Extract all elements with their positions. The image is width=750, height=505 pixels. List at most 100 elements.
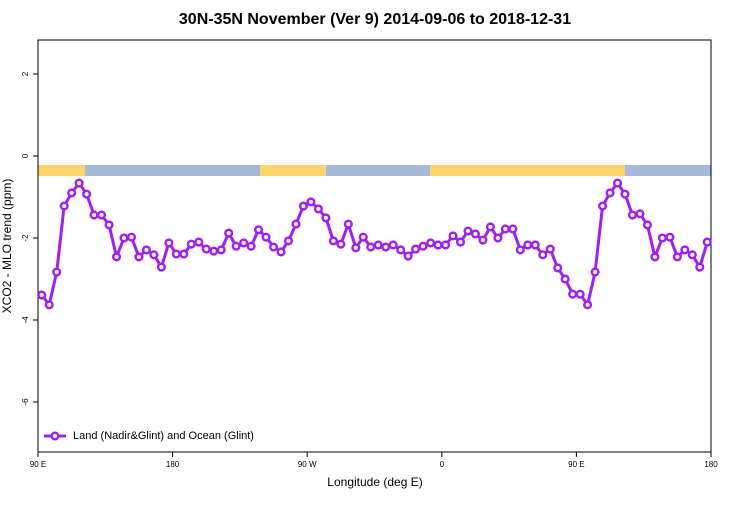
data-point xyxy=(104,220,114,230)
data-point xyxy=(418,241,428,251)
data-point xyxy=(224,228,234,238)
data-point xyxy=(657,233,667,243)
data-point xyxy=(313,204,323,214)
data-point xyxy=(448,231,458,241)
data-point xyxy=(216,245,226,255)
data-point xyxy=(134,252,144,262)
data-point xyxy=(291,219,301,229)
data-point xyxy=(583,300,593,310)
data-point xyxy=(358,232,368,242)
ocean-strip xyxy=(38,165,711,176)
data-point xyxy=(67,188,77,198)
data-point xyxy=(119,233,129,243)
data-point xyxy=(612,178,623,188)
data-point xyxy=(515,245,525,255)
data-point xyxy=(126,232,137,242)
y-tick-label: -4 xyxy=(21,316,30,324)
y-tick-label: 2 xyxy=(21,71,30,76)
data-point xyxy=(440,240,451,250)
data-point xyxy=(298,201,309,211)
data-point xyxy=(500,224,510,234)
data-point xyxy=(553,263,563,273)
data-point xyxy=(568,289,578,299)
data-point xyxy=(351,243,361,253)
x-tick-label: 0 xyxy=(440,460,445,469)
data-point xyxy=(680,245,690,255)
data-point xyxy=(283,236,294,246)
data-point xyxy=(388,240,398,250)
data-point xyxy=(575,289,585,299)
data-point xyxy=(455,237,466,247)
data-point xyxy=(89,210,99,220)
data-point xyxy=(396,245,406,255)
land-strip xyxy=(430,165,625,176)
land-strip xyxy=(260,165,326,176)
data-point xyxy=(276,247,286,257)
y-tick-label: -2 xyxy=(21,234,30,242)
x-tick-label: 90 E xyxy=(30,460,46,469)
data-point xyxy=(44,300,54,310)
data-point xyxy=(373,240,383,250)
y-tick-label: -6 xyxy=(21,398,30,406)
data-point xyxy=(478,235,488,245)
land-strip xyxy=(38,165,85,176)
data-point xyxy=(82,189,92,199)
data-point xyxy=(381,242,391,252)
data-point xyxy=(403,251,413,261)
data-point xyxy=(209,246,219,256)
data-point xyxy=(366,242,376,252)
data-point xyxy=(186,239,196,249)
data-point xyxy=(343,219,353,229)
data-point xyxy=(59,201,69,211)
data-point xyxy=(37,290,47,300)
land-ocean-strip xyxy=(38,165,711,176)
data-point xyxy=(141,245,151,255)
data-point xyxy=(508,224,518,234)
data-point xyxy=(598,201,608,211)
x-tick-label: 90 W xyxy=(298,460,317,469)
data-point xyxy=(560,274,570,284)
data-point xyxy=(702,237,712,247)
data-point xyxy=(336,239,346,249)
data-point xyxy=(426,238,436,248)
data-point xyxy=(665,232,675,242)
x-tick-label: 180 xyxy=(166,460,180,469)
data-point xyxy=(627,210,638,220)
y-axis-label: XCO2 - MLO trend (ppm) xyxy=(0,179,14,314)
data-point xyxy=(605,188,615,198)
data-point xyxy=(239,238,249,248)
plot-frame xyxy=(37,39,712,453)
data-point xyxy=(672,252,682,262)
data-point xyxy=(463,226,473,236)
data-point xyxy=(642,220,652,230)
data-point xyxy=(52,267,62,277)
x-axis-label: Longitude (deg E) xyxy=(327,475,422,489)
x-tick-label: 90 E xyxy=(568,460,584,469)
data-point xyxy=(321,213,331,223)
data-point xyxy=(470,229,481,239)
data-point xyxy=(179,249,189,259)
data-point xyxy=(269,242,279,252)
data-point xyxy=(493,233,503,243)
data-point xyxy=(254,225,264,235)
data-point xyxy=(523,240,533,250)
data-point xyxy=(201,244,211,254)
data-point xyxy=(156,262,166,272)
data-point xyxy=(485,222,495,232)
data-point xyxy=(194,237,204,247)
legend-label: Land (Nadir&Glint) and Ocean (Glint) xyxy=(73,430,254,442)
data-point xyxy=(328,236,338,246)
data-point xyxy=(149,250,159,260)
data-point xyxy=(687,250,697,260)
data-point xyxy=(411,244,421,254)
chart-title: 30N-35N November (Ver 9) 2014-09-06 to 2… xyxy=(179,11,571,28)
y-tick-label: 0 xyxy=(21,153,30,158)
data-point xyxy=(261,232,271,242)
data-point xyxy=(620,189,630,199)
data-point xyxy=(246,241,256,251)
data-point xyxy=(164,238,174,248)
data-point xyxy=(695,262,705,272)
data-point xyxy=(635,209,645,219)
